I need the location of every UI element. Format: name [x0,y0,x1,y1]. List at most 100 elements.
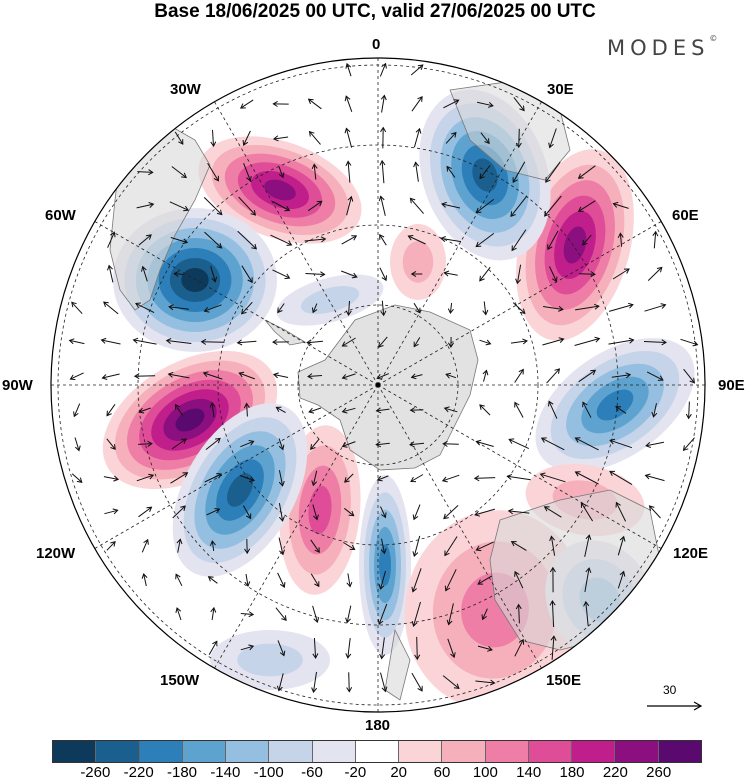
wind-arrow [512,302,526,315]
colorbar-tick-label: 140 [516,764,542,781]
wind-arrow [73,403,81,418]
wind-arrow [68,338,85,345]
wind-arrow [141,265,148,282]
lon-label-180: 180 [365,717,391,734]
wind-arrow [272,372,289,379]
wind-arrow [617,570,626,589]
wind-arrow [644,473,665,482]
wind-arrow [380,300,387,317]
wind-arrow [346,573,353,588]
wind-arrow [515,264,522,285]
wind-arrow [612,268,630,280]
wind-arrow [106,404,116,417]
wind-arrow [446,603,454,626]
wind-arrow [275,406,286,414]
wind-arrow [311,671,318,694]
meridian-line [92,219,379,386]
wind-arrow [74,437,81,452]
wind-arrow [343,507,355,517]
wind-arrow [549,566,556,593]
wind-arrow [584,534,592,557]
wind-arrow [239,475,255,482]
wind-arrow [440,236,462,243]
colorbar-tick-label: 60 [433,764,451,781]
wind-arrow [577,200,596,212]
wind-arrow [132,337,157,345]
wind-arrow [240,644,255,651]
wind-arrow [175,573,183,587]
wind-arrow [103,475,120,482]
wind-arrow [410,474,424,483]
wind-arrow [71,301,83,315]
wind-arrow [550,635,557,660]
wind-arrow [204,231,223,249]
wind-arrow [647,266,663,281]
wind-arrow [409,197,424,214]
wind-arrow [410,270,423,278]
wind-arrow [379,233,387,246]
wind-arrow [210,129,217,148]
wind-arrow [141,573,148,587]
wind-arrow [645,441,664,448]
wind-arrow [173,270,184,277]
wind-arrow [200,338,225,345]
wind-arrow [479,339,492,346]
colorbar-tick-label: 180 [559,764,585,781]
wind-arrow [236,339,257,346]
wind-arrow [137,169,154,176]
wind-arrow [378,570,386,590]
map-boundary [50,57,706,713]
wind-arrow [207,162,219,182]
wind-arrow [138,234,152,246]
wind-arrow [475,232,495,248]
wind-arrow [206,508,221,516]
colorbar-tick-label: -20 [344,764,367,781]
wind-arrow [548,400,558,419]
wind-arrow [608,302,634,312]
wind-arrow [69,372,84,381]
wind-arrow [209,540,216,551]
wind-arrow [514,638,525,657]
colorbar-swatch [139,741,183,762]
wind-arrow [71,473,83,483]
wind-arrow [341,407,356,414]
wind-arrow [240,611,255,618]
wind-arrow [304,236,327,243]
wind-arrow [380,672,388,693]
wind-arrow [609,438,633,449]
wind-arrow [476,101,494,108]
wind-arrow [136,202,155,209]
colorbar [52,740,702,763]
latitude-circle [217,224,539,546]
wind-arrow [305,271,326,278]
wind-arrow [412,535,421,558]
wind-arrow [615,501,627,522]
wind-arrow [204,473,223,483]
lon-label-150w: 150W [160,672,200,689]
anomaly-contour [237,643,303,677]
wind-arrow [310,539,320,553]
wind-arrow [643,339,667,346]
wind-arrow [168,304,189,311]
wind-arrow [648,505,661,519]
wind-arrow [611,372,632,379]
wind-arrow [378,195,386,216]
wind-arrow [413,127,422,148]
wind-arrow [103,301,119,315]
wind-arrow [278,537,285,556]
wind-arrow [407,235,426,245]
wind-arrow [378,336,388,348]
anomaly-contour [563,226,587,264]
anomaly-contour [264,179,296,201]
south-pole-marker [375,382,381,388]
wind-arrow [174,131,184,145]
wind-arrow [345,160,352,183]
wind-arrow [379,62,387,77]
wind-arrow [244,538,251,555]
wind-arrow [170,237,189,245]
wind-arrow [543,305,564,312]
wind-arrow [311,303,318,314]
wind-arrow [515,128,522,149]
wind-arrow [341,337,356,347]
wind-arrow [582,401,592,418]
